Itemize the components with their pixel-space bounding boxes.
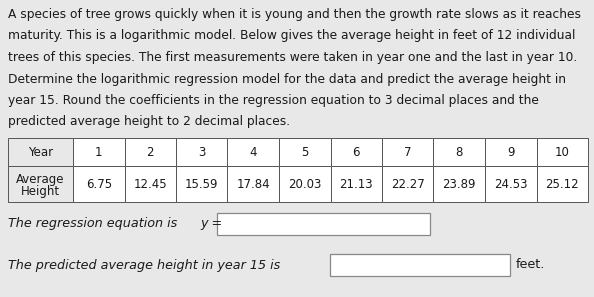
- Text: 20.03: 20.03: [288, 178, 321, 190]
- Bar: [434, 166, 485, 202]
- Text: 5: 5: [301, 146, 308, 159]
- Text: 2: 2: [147, 146, 154, 159]
- Bar: [73, 138, 125, 166]
- Bar: [176, 166, 228, 202]
- Text: predicted average height to 2 decimal places.: predicted average height to 2 decimal pl…: [8, 116, 290, 129]
- Bar: [485, 166, 536, 202]
- Bar: [125, 166, 176, 202]
- Bar: [228, 138, 279, 166]
- Text: maturity. This is a logarithmic model. Below gives the average height in feet of: maturity. This is a logarithmic model. B…: [8, 29, 576, 42]
- Bar: [125, 138, 176, 166]
- Text: The regression equation is: The regression equation is: [8, 217, 181, 230]
- Text: 6.75: 6.75: [86, 178, 112, 190]
- Text: 15.59: 15.59: [185, 178, 219, 190]
- Bar: [8, 166, 73, 202]
- Text: 7: 7: [404, 146, 412, 159]
- Bar: [382, 166, 434, 202]
- Text: Year: Year: [28, 146, 53, 159]
- Text: 8: 8: [456, 146, 463, 159]
- Text: trees of this species. The first measurements were taken in year one and the las: trees of this species. The first measure…: [8, 51, 577, 64]
- Text: 10: 10: [555, 146, 570, 159]
- Text: 24.53: 24.53: [494, 178, 527, 190]
- Bar: [434, 138, 485, 166]
- Text: y =: y =: [200, 217, 222, 230]
- Bar: [176, 138, 228, 166]
- Text: 12.45: 12.45: [134, 178, 167, 190]
- Bar: [330, 166, 382, 202]
- Text: 22.27: 22.27: [391, 178, 425, 190]
- Text: feet.: feet.: [516, 258, 545, 271]
- Text: 4: 4: [249, 146, 257, 159]
- Bar: [228, 166, 279, 202]
- Text: 23.89: 23.89: [443, 178, 476, 190]
- Bar: [8, 138, 73, 166]
- Text: 3: 3: [198, 146, 206, 159]
- Bar: [279, 166, 330, 202]
- Text: Determine the logarithmic regression model for the data and predict the average : Determine the logarithmic regression mod…: [8, 72, 566, 86]
- Bar: [485, 138, 536, 166]
- Bar: [536, 166, 588, 202]
- Text: Height: Height: [21, 185, 60, 198]
- Bar: [330, 254, 510, 276]
- Text: 9: 9: [507, 146, 514, 159]
- Bar: [217, 213, 430, 235]
- Text: 6: 6: [352, 146, 360, 159]
- Text: The predicted average height in year 15 is: The predicted average height in year 15 …: [8, 258, 280, 271]
- Text: 1: 1: [95, 146, 103, 159]
- Bar: [73, 166, 125, 202]
- Bar: [279, 138, 330, 166]
- Text: A species of tree grows quickly when it is young and then the growth rate slows : A species of tree grows quickly when it …: [8, 8, 581, 21]
- Text: 17.84: 17.84: [236, 178, 270, 190]
- Text: 25.12: 25.12: [545, 178, 579, 190]
- Bar: [330, 138, 382, 166]
- Text: 21.13: 21.13: [339, 178, 373, 190]
- Bar: [536, 138, 588, 166]
- Text: Average: Average: [16, 173, 65, 186]
- Bar: [382, 138, 434, 166]
- Text: year 15. Round the coefficients in the regression equation to 3 decimal places a: year 15. Round the coefficients in the r…: [8, 94, 539, 107]
